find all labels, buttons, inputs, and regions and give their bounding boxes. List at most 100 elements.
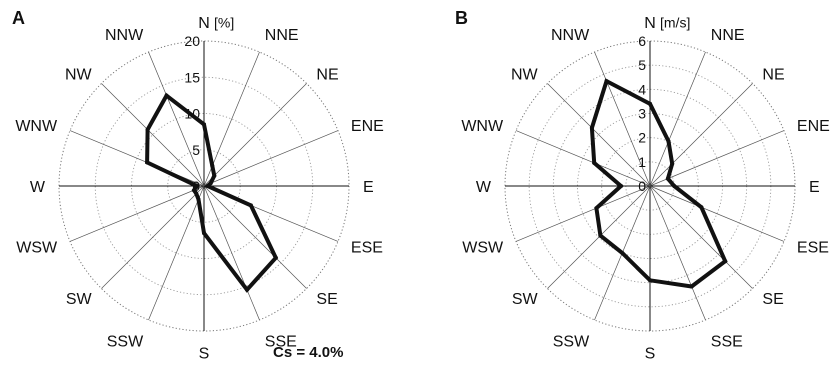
spoke-wsw <box>515 185 651 242</box>
ring-tick-label-0: 0 <box>638 178 646 194</box>
ring-tick-label-3: 3 <box>638 106 646 122</box>
data-point-nne <box>666 139 671 144</box>
data-point-sse <box>689 284 694 289</box>
data-point-s <box>648 278 652 283</box>
spoke-ssw <box>148 185 205 321</box>
spoke-sw <box>547 185 651 289</box>
direction-label-wsw: WSW <box>16 240 58 257</box>
panel-letter: B <box>455 8 468 28</box>
data-point-nnw <box>604 79 609 84</box>
direction-label-se: SE <box>316 291 337 308</box>
spoke-nw <box>547 83 651 187</box>
ring-tick-label-5: 5 <box>638 57 646 73</box>
direction-label-ene: ENE <box>797 118 830 135</box>
calm-annotation: Cs = 4.0% <box>273 344 343 361</box>
data-point-se <box>273 255 278 260</box>
data-point-e <box>205 184 210 188</box>
direction-label-ne: NE <box>762 66 784 83</box>
direction-label-nne: NNE <box>711 27 745 44</box>
data-point-ese <box>248 203 253 208</box>
data-point-ene <box>208 181 213 186</box>
data-point-ssw <box>196 197 201 202</box>
ring-tick-label-6: 6 <box>638 33 646 49</box>
data-point-sw <box>194 191 199 196</box>
spoke-ese <box>649 185 785 242</box>
spoke-sw <box>101 185 205 289</box>
ring-tick-label-20: 20 <box>184 33 200 49</box>
data-point-sw <box>598 233 603 238</box>
direction-label-nw: NW <box>65 66 93 83</box>
data-point-w <box>619 184 623 188</box>
panel-letter: A <box>12 8 25 28</box>
wind-rose-panel-a: NNNENEENEEESESESSESSSWSWWSWWWNWNWNNW[%]0… <box>12 8 384 363</box>
direction-label-sse: SSE <box>711 334 743 351</box>
direction-label-sse: SSE <box>265 334 297 351</box>
direction-label-ssw: SSW <box>553 334 590 351</box>
spoke-nnw <box>594 51 651 187</box>
spoke-ene <box>649 130 785 187</box>
unit-label: [%] <box>214 15 234 31</box>
direction-label-se: SE <box>762 291 783 308</box>
spoke-ene <box>203 130 339 187</box>
data-point-wnw <box>592 160 597 165</box>
data-point-wnw <box>145 160 150 165</box>
data-point-e <box>672 184 677 188</box>
data-point-ssw <box>620 251 625 255</box>
ring-tick-label-5: 5 <box>192 142 200 158</box>
direction-label-wsw: WSW <box>462 240 504 257</box>
wind-rose-panel-b: N NNE NE ENE E ESE SE SSE S SSW SW WSW W WNW NW NNW [m/s… <box>455 8 830 363</box>
direction-label-wnw: WNW <box>461 118 504 135</box>
ring-tick-label-1: 1 <box>638 154 646 170</box>
data-point-wsw <box>594 206 599 211</box>
spoke-sse <box>649 185 706 321</box>
direction-label-e: E <box>809 179 820 196</box>
unit-label: [m/s] <box>660 15 690 31</box>
data-polygon <box>589 78 728 289</box>
data-point-ene <box>665 176 670 181</box>
direction-label-nnw: NNW <box>551 27 590 44</box>
direction-label-n: N <box>644 15 656 32</box>
spoke-ne <box>203 83 307 187</box>
spoke-nne <box>649 51 706 187</box>
spoke-nnw <box>148 51 205 187</box>
data-point-s <box>202 231 206 236</box>
direction-label-s: S <box>199 346 210 363</box>
data-point-se <box>723 259 728 264</box>
data-point-n <box>648 101 652 106</box>
direction-label-nnw: NNW <box>105 27 144 44</box>
spoke-sse <box>203 185 260 321</box>
spoke-se <box>649 185 753 289</box>
data-point-nw <box>145 127 150 132</box>
direction-label-n: N <box>198 15 210 32</box>
data-point-sse <box>245 287 249 292</box>
direction-label-sw: SW <box>512 291 539 308</box>
direction-label-sw: SW <box>66 291 93 308</box>
data-point-ne <box>212 173 217 178</box>
ring-tick-label-15: 15 <box>184 69 200 85</box>
direction-label-e: E <box>363 179 374 196</box>
data-polygon <box>145 92 279 293</box>
ring-tick-label-2: 2 <box>638 130 646 146</box>
data-point-ese <box>699 205 704 210</box>
direction-label-w: W <box>476 179 492 196</box>
data-point-nne <box>210 163 215 168</box>
data-point-wsw <box>192 188 196 193</box>
spoke-ne <box>649 83 753 187</box>
direction-label-nne: NNE <box>265 27 299 44</box>
spoke-se <box>203 185 307 289</box>
direction-label-nw: NW <box>511 66 539 83</box>
direction-label-wnw: WNW <box>15 118 58 135</box>
direction-label-s: S <box>645 346 656 363</box>
direction-label-ene: ENE <box>351 118 384 135</box>
direction-label-ssw: SSW <box>107 334 144 351</box>
direction-label-ese: ESE <box>351 240 383 257</box>
direction-label-ne: NE <box>316 66 338 83</box>
direction-label-w: W <box>30 179 46 196</box>
data-point-w <box>194 184 199 188</box>
data-point-n <box>202 122 206 127</box>
spoke-wsw <box>69 185 205 242</box>
data-point-ne <box>670 161 675 166</box>
direction-label-ese: ESE <box>797 240 829 257</box>
data-point-nw <box>589 125 594 130</box>
